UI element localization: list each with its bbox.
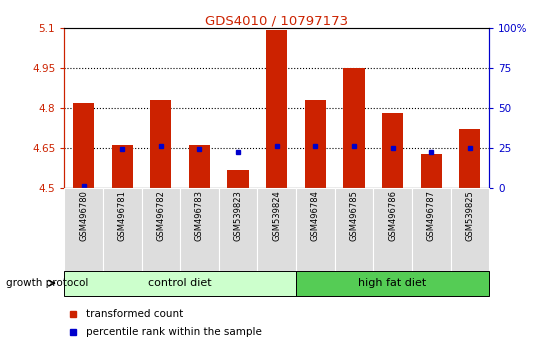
Bar: [180, 188, 219, 271]
Bar: [64, 188, 103, 271]
Bar: [112, 145, 133, 188]
Bar: [382, 113, 403, 188]
Bar: [343, 68, 364, 188]
Bar: [219, 188, 257, 271]
Text: GSM496783: GSM496783: [195, 190, 204, 241]
Bar: [412, 188, 451, 271]
Text: GSM496784: GSM496784: [311, 190, 320, 241]
Bar: [257, 188, 296, 271]
Bar: [73, 103, 94, 188]
Bar: [451, 188, 489, 271]
Text: control diet: control diet: [148, 278, 212, 288]
Text: GSM496786: GSM496786: [388, 190, 397, 241]
Bar: [150, 100, 172, 188]
Text: GSM496787: GSM496787: [427, 190, 435, 241]
Bar: [335, 188, 373, 271]
Text: GSM496780: GSM496780: [79, 190, 88, 241]
Bar: [266, 30, 287, 188]
Bar: [296, 271, 489, 296]
Bar: [420, 154, 442, 188]
Bar: [189, 145, 210, 188]
Bar: [228, 170, 249, 188]
Bar: [64, 271, 296, 296]
Text: transformed count: transformed count: [86, 309, 183, 319]
Bar: [305, 100, 326, 188]
Bar: [141, 188, 180, 271]
Text: GSM496782: GSM496782: [157, 190, 165, 241]
Text: GSM539825: GSM539825: [465, 190, 475, 241]
Text: high fat diet: high fat diet: [358, 278, 427, 288]
Bar: [459, 129, 480, 188]
Text: GSM496781: GSM496781: [118, 190, 127, 241]
Text: GSM539823: GSM539823: [234, 190, 243, 241]
Bar: [373, 188, 412, 271]
Text: growth protocol: growth protocol: [6, 278, 88, 288]
Text: GSM496785: GSM496785: [349, 190, 358, 241]
Bar: [103, 188, 141, 271]
Text: GSM539824: GSM539824: [272, 190, 281, 241]
Title: GDS4010 / 10797173: GDS4010 / 10797173: [205, 14, 348, 27]
Bar: [296, 188, 335, 271]
Text: percentile rank within the sample: percentile rank within the sample: [86, 327, 262, 337]
